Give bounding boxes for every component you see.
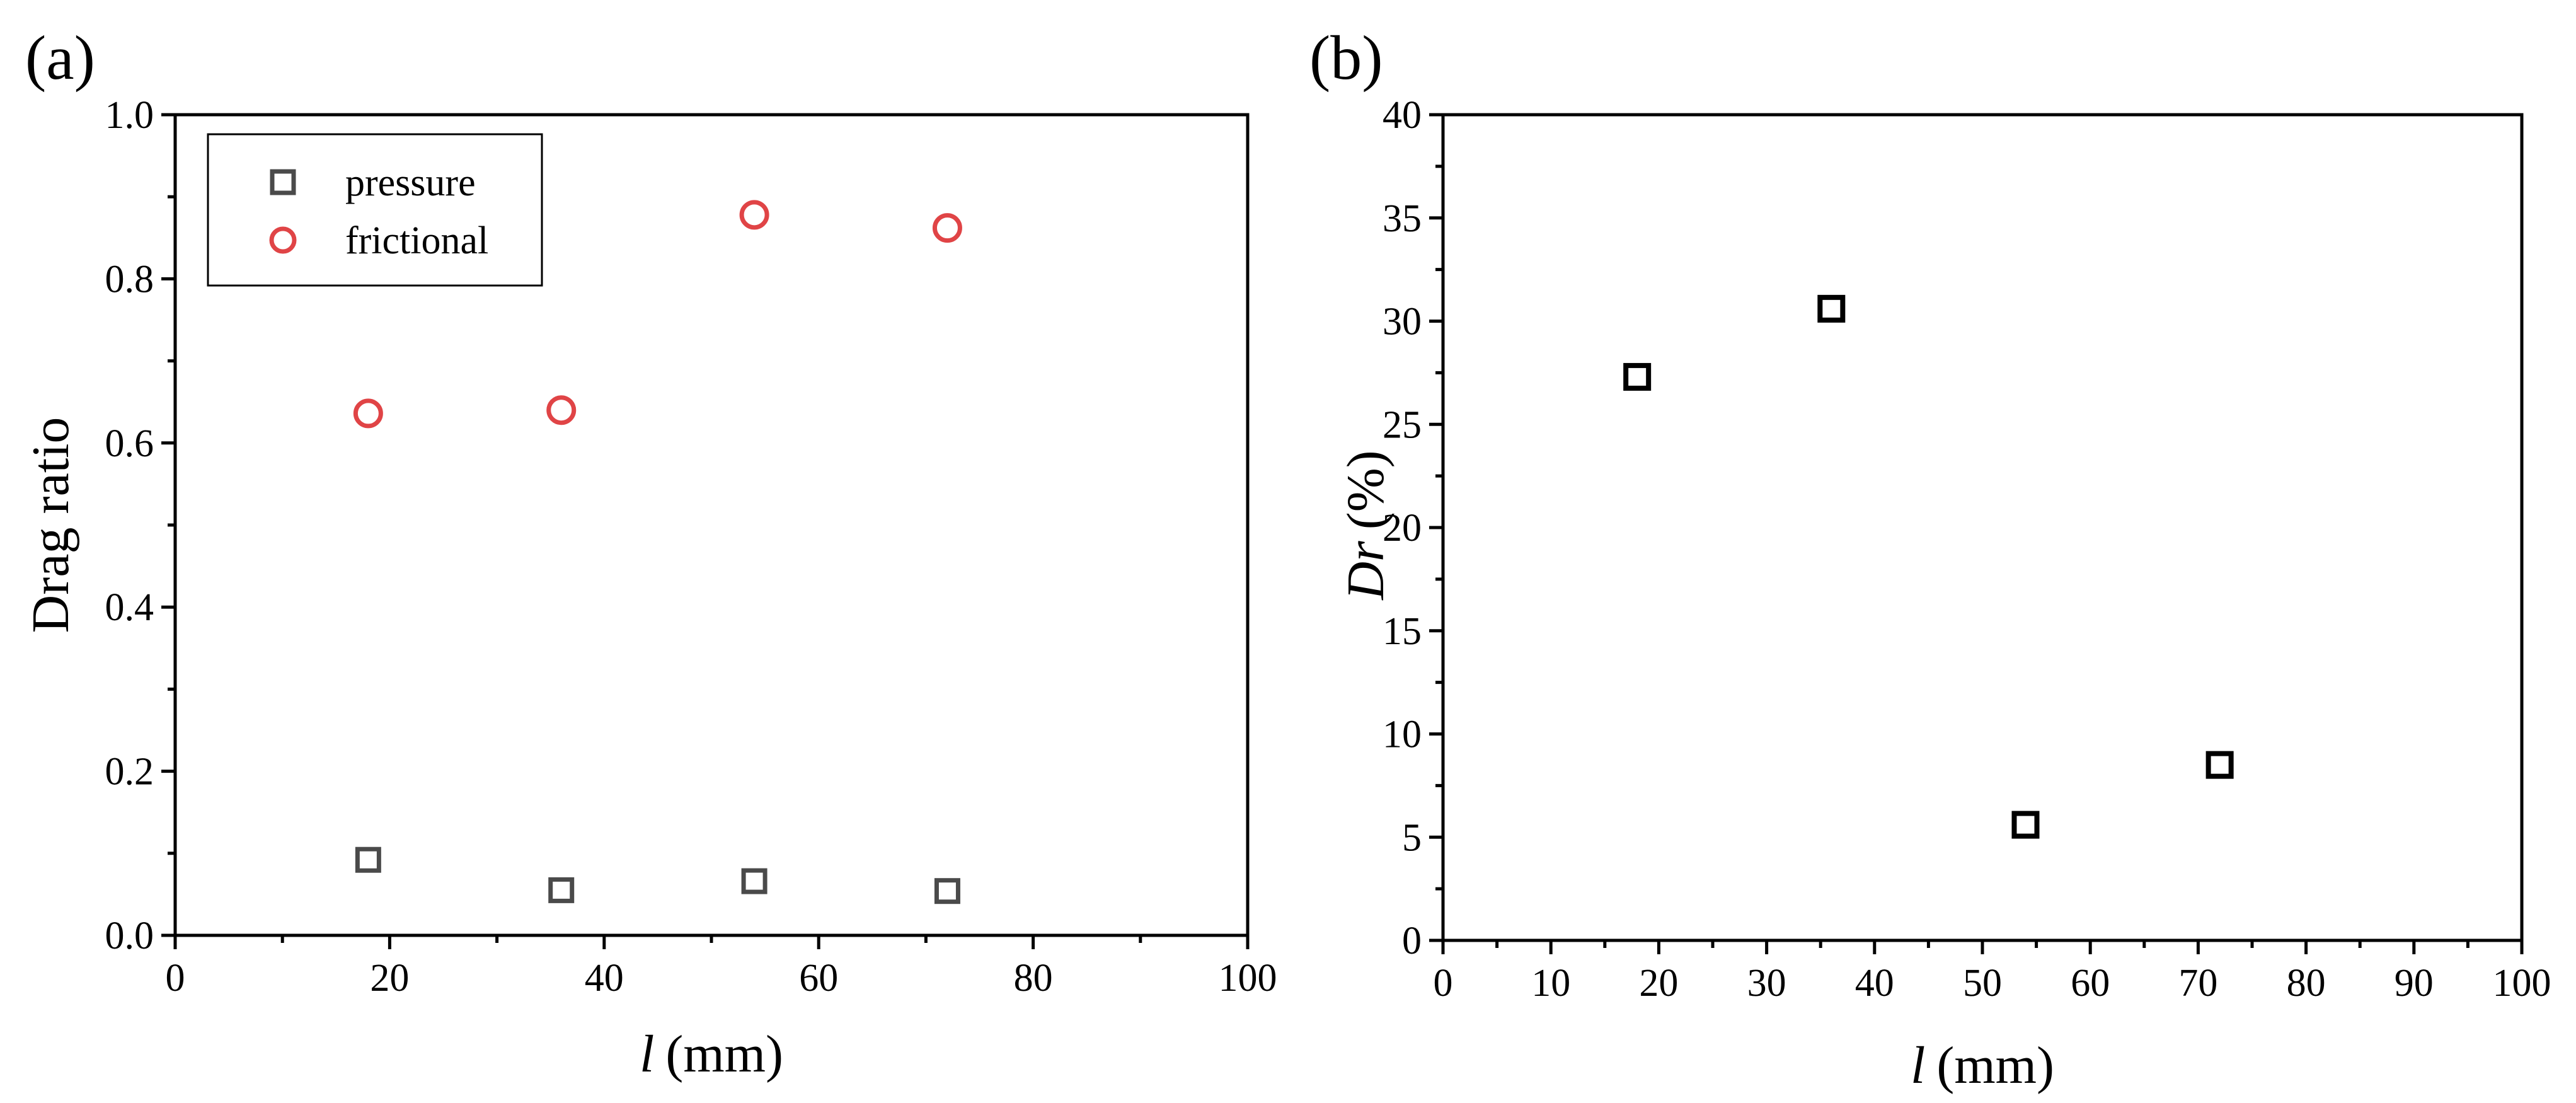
point-frictional-a — [546, 395, 577, 425]
point-frictional-a — [353, 398, 383, 429]
point-frictional-a — [739, 200, 769, 230]
data-points-a — [353, 200, 962, 904]
x-tick-label-b: 10 — [1531, 962, 1570, 1005]
panel-b-label: (b) — [1309, 23, 1383, 93]
y-tick-label-b: 0 — [1402, 920, 1422, 962]
y-axis-unit-b: (%) — [1337, 450, 1395, 529]
y-axis-title-b: Dr (%) — [1337, 450, 1395, 600]
point-series-b — [1623, 362, 1652, 391]
x-tick-label-a: 100 — [1219, 957, 1277, 1000]
x-tick-label-b: 70 — [2178, 962, 2217, 1005]
legend-a: pressure frictional — [207, 133, 543, 287]
tick-labels-a: 0 20 40 60 80 100 0.0 0.2 0.4 0.6 0.8 1.0 — [105, 94, 1277, 1000]
y-tick-label-b: 30 — [1383, 301, 1422, 344]
x-axis-title-a: l (mm) — [640, 1025, 783, 1083]
y-tick-label-a: 0.4 — [105, 586, 154, 629]
legend-marker-pressure — [270, 169, 296, 195]
x-tick-label-b: 60 — [2071, 962, 2110, 1005]
x-tick-label-b: 50 — [1963, 962, 2002, 1005]
x-tick-label-a: 20 — [370, 957, 409, 1000]
point-pressure-a — [934, 878, 960, 904]
x-axis-unit-a: (mm) — [665, 1025, 783, 1083]
y-tick-label-a: 0.6 — [105, 422, 154, 465]
y-tick-label-b: 15 — [1383, 610, 1422, 653]
legend-box-a — [207, 133, 543, 287]
x-axis-unit-b: (mm) — [1936, 1036, 2054, 1095]
y-axis-var-b: Dr — [1337, 541, 1395, 601]
x-tick-label-a: 0 — [166, 957, 185, 1000]
axis-ticks-b — [1429, 113, 2524, 954]
x-axis-var-a: l — [640, 1025, 654, 1083]
y-tick-label-a: 0.8 — [105, 258, 154, 301]
x-tick-label-a: 60 — [799, 957, 838, 1000]
x-tick-label-b: 40 — [1855, 962, 1894, 1005]
point-pressure-a — [548, 877, 575, 903]
y-tick-label-b: 35 — [1383, 197, 1422, 240]
y-tick-label-b: 40 — [1383, 94, 1422, 137]
plot-frame-b — [1441, 113, 2524, 942]
point-series-b — [2205, 751, 2234, 779]
y-tick-label-b: 20 — [1383, 507, 1422, 550]
y-tick-label-b: 10 — [1383, 713, 1422, 756]
y-tick-label-a: 1.0 — [105, 94, 154, 137]
point-pressure-a — [741, 868, 768, 894]
y-tick-label-b: 25 — [1383, 403, 1422, 446]
data-points-b — [1623, 294, 2234, 839]
x-axis-title-b: l (mm) — [1911, 1036, 2054, 1095]
x-tick-label-a: 40 — [585, 957, 624, 1000]
y-tick-label-a: 0.2 — [105, 751, 154, 794]
panel-a-label: (a) — [25, 23, 95, 93]
point-series-b — [2011, 811, 2040, 839]
legend-label-pressure: pressure — [345, 161, 476, 204]
point-frictional-a — [932, 213, 962, 243]
x-tick-label-b: 100 — [2493, 962, 2551, 1005]
x-tick-label-b: 90 — [2395, 962, 2434, 1005]
y-axis-title-a: Drag ratio — [21, 417, 80, 633]
y-tick-label-b: 5 — [1402, 816, 1422, 859]
legend-label-frictional: frictional — [345, 219, 488, 262]
point-series-b — [1817, 294, 1846, 323]
axis-ticks-a — [161, 113, 1250, 949]
x-axis-var-b: l — [1911, 1036, 1925, 1095]
tick-labels-b: 0 10 20 30 40 50 60 70 80 90 100 0 5 10 15 20 25 30 35 40 — [1383, 94, 2551, 1005]
point-pressure-a — [355, 846, 381, 873]
x-tick-label-b: 20 — [1639, 962, 1678, 1005]
legend-marker-frictional — [269, 226, 297, 254]
x-tick-label-b: 30 — [1747, 962, 1786, 1005]
chart-panel-b: (b) 0 10 20 30 40 50 60 70 80 90 100 0 5 10 15 20 25 30 35… — [1309, 23, 2551, 1095]
x-tick-label-b: 0 — [1434, 962, 1453, 1005]
x-tick-label-b: 80 — [2287, 962, 2326, 1005]
chart-panel-a: (a) 0 20 40 60 80 100 0.0 0.2 0.4 0.6 0.8 1.0 l (mm)… — [21, 23, 1277, 1083]
y-tick-label-a: 0.0 — [105, 915, 154, 957]
x-tick-label-a: 80 — [1014, 957, 1053, 1000]
